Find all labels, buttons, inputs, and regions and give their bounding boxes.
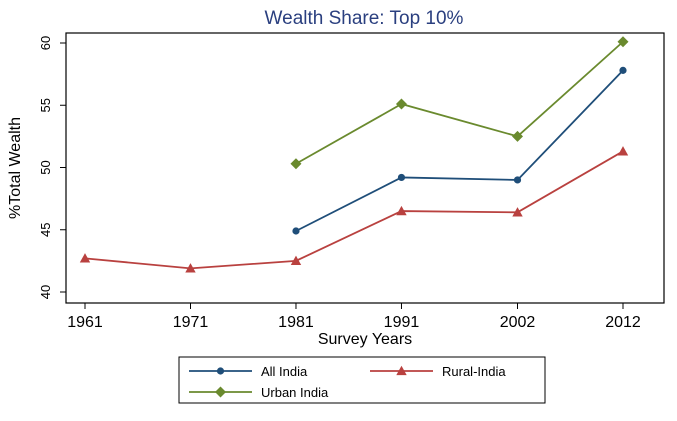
legend: All India Rural-India Urban India [189,364,506,400]
data-point [185,263,196,273]
data-point [290,158,302,170]
data-point [396,205,407,216]
data-point [292,227,300,235]
series-layer [79,36,629,273]
y-tick-label: 40 [38,285,53,299]
data-point [512,207,523,217]
legend-label: All India [261,364,308,379]
data-point [290,255,302,266]
x-tick-label: 1981 [278,314,314,331]
series-line [295,69,624,232]
legend-label: Rural-India [442,364,506,379]
data-point [513,176,522,184]
legend-item: All India [189,364,308,379]
series-line [295,41,624,165]
data-point [395,98,407,110]
x-tick-label: 1991 [384,314,420,331]
legend-item: Rural-India [370,364,506,379]
legend-item: Urban India [189,385,329,400]
y-tick-label: 60 [38,36,53,50]
data-point [619,66,627,74]
x-axis-label: Survey Years [318,331,412,348]
legend-marker [215,386,226,398]
x-tick-label: 1971 [173,314,209,331]
series-all-india [292,66,627,235]
series-rural-india [79,146,629,273]
plot-frame [65,32,665,304]
y-axis-label: %Total Wealth [7,117,24,219]
series-line [84,150,624,270]
data-point [617,36,629,48]
data-point [79,253,91,263]
x-tick-label: 2002 [500,314,536,331]
legend-label: Urban India [261,385,329,400]
y-tick-label: 50 [38,160,53,174]
data-point [617,146,629,156]
legend-marker [216,367,225,375]
data-point [397,173,406,182]
x-axis: 1961 1971 1981 1991 2002 2012 [67,303,641,331]
y-tick-label: 45 [38,223,53,237]
y-axis: 40 45 50 55 60 [38,36,66,299]
legend-marker [396,365,407,376]
legend-box [178,356,546,404]
data-point [512,130,524,142]
chart-title: Wealth Share: Top 10% [265,8,464,29]
series-urban-india [290,36,629,170]
x-tick-label: 2012 [605,314,641,331]
x-tick-label: 1961 [67,314,103,331]
y-tick-label: 55 [38,98,53,112]
